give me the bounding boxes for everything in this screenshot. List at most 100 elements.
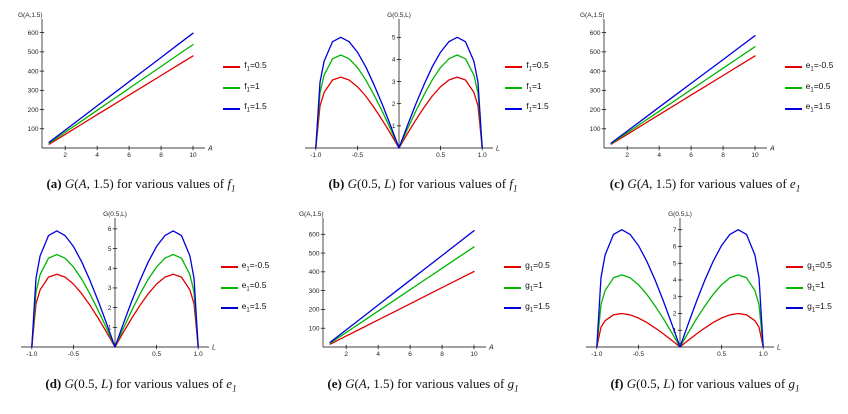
- legend-label: f1=1.5: [244, 101, 267, 114]
- legend-line-swatch: [220, 265, 238, 268]
- x-tick-label: 6: [408, 351, 412, 358]
- caption-segment: 1: [794, 383, 800, 394]
- y-tick-label: 300: [309, 288, 320, 295]
- series-curve: [48, 43, 194, 144]
- y-tick-label: 600: [28, 29, 39, 36]
- caption-segment: G: [345, 375, 355, 391]
- panel-d: -1.0 -0.5 0.5 1.0 1 2 3 4 5 6 G(0.5,L) L e1=-0.5 e1=…: [0, 208, 282, 368]
- caption-e: (e) G(A, 1.5) for various values of g1: [282, 376, 564, 394]
- x-axis-title: L: [212, 345, 216, 352]
- y-tick-label: 2: [108, 305, 112, 312]
- y-axis-title: G(0.5,L): [387, 12, 411, 19]
- legend-line-swatch: [784, 66, 802, 69]
- caption-row-1: (a) G(A, 1.5) for various values of f1 (…: [0, 176, 848, 194]
- legend-item: g1=1.5: [504, 302, 550, 315]
- x-tick-label: 4: [376, 351, 380, 358]
- series-curve: [329, 246, 475, 344]
- legend-item: e1=0.5: [784, 82, 834, 95]
- caption-segment: (: [74, 176, 79, 191]
- panel-e: 2 4 6 8 10 100 200 300 400 500 600 G(A,1.5) A g1=0.5…: [282, 208, 564, 368]
- x-tick-label: 8: [721, 152, 725, 159]
- legend-label: e1=1.5: [241, 300, 267, 314]
- caption-segment: G: [64, 176, 75, 191]
- legend-label: f1=1.5: [526, 101, 549, 114]
- legend-item: g1=1.5: [786, 302, 832, 315]
- y-tick-label: 500: [589, 49, 600, 56]
- legend-item: g1=1: [504, 281, 550, 294]
- y-tick-label: 6: [108, 226, 112, 233]
- caption-segment: f: [509, 176, 513, 191]
- caption-segment: (0.5,: [636, 375, 664, 391]
- legend-item: e1=1.5: [220, 300, 270, 315]
- legend-item: f1=0.5: [505, 60, 549, 74]
- x-tick-label: 2: [625, 152, 629, 159]
- caption-d: (d) G(0.5, L) for various values of e1: [0, 376, 282, 394]
- x-tick-label: -0.5: [633, 351, 645, 358]
- caption-segment: (d): [45, 375, 65, 391]
- series-curve: [315, 36, 484, 149]
- y-tick-label: 4: [392, 56, 396, 63]
- y-tick-label: 5: [673, 261, 677, 268]
- legend-label: g1=0.5: [807, 259, 832, 273]
- caption-segment: 1: [231, 183, 236, 194]
- legend-line-swatch: [505, 107, 523, 110]
- y-tick-label: 500: [309, 250, 320, 257]
- caption-segment: (c): [609, 176, 628, 191]
- legend-line-swatch: [220, 307, 238, 310]
- legend-item: e1=1.5: [784, 102, 834, 115]
- y-tick-label: 7: [673, 227, 677, 234]
- x-tick-label: 0.5: [152, 351, 161, 358]
- x-tick-label: -1.0: [26, 351, 38, 358]
- caption-segment: (a): [46, 176, 65, 191]
- plot-svg-c: 2 4 6 8 10 100 200 300 400 500 600 G(A,1.5) A: [580, 12, 775, 159]
- legend-line-swatch: [504, 307, 522, 310]
- legend-line-swatch: [504, 286, 522, 289]
- x-tick-label: 0.5: [717, 351, 726, 358]
- series-curve: [329, 230, 475, 344]
- x-tick-label: 6: [128, 152, 132, 159]
- legend-f: g1=0.5 g1=1 g1=1.5: [786, 259, 832, 315]
- caption-segment: G: [347, 176, 357, 191]
- y-tick-label: 300: [589, 87, 600, 94]
- caption-segment: (b): [328, 176, 348, 191]
- legend-label: f1=0.5: [526, 60, 549, 73]
- x-tick-label: 1.0: [193, 351, 202, 358]
- legend-item: f1=1.5: [505, 101, 549, 115]
- caption-segment: G: [64, 375, 74, 391]
- y-tick-label: 4: [108, 266, 112, 273]
- caption-segment: g: [507, 375, 515, 391]
- plot-e: 2 4 6 8 10 100 200 300 400 500 600 G(A,1.5) A: [296, 208, 502, 367]
- caption-segment: e: [789, 176, 796, 191]
- caption-segment: A: [358, 375, 367, 391]
- legend-d: e1=-0.5 e1=0.5 e1=1.5: [220, 260, 270, 315]
- x-tick-label: 4: [657, 152, 661, 159]
- y-tick-label: 200: [309, 307, 320, 314]
- y-tick-label: 1: [392, 123, 396, 130]
- legend-label: g1=1: [807, 280, 825, 293]
- legend-item: g1=0.5: [786, 259, 832, 274]
- caption-f: (f) G(0.5, L) for various values of g1: [564, 376, 846, 394]
- x-tick-label: 8: [440, 351, 444, 358]
- legend-label: f1=0.5: [244, 60, 267, 73]
- caption-segment: (0.5,: [356, 176, 385, 191]
- y-axis-title: G(0.5,L): [103, 211, 127, 218]
- legend-item: f1=1.5: [223, 101, 267, 115]
- x-tick-label: 8: [160, 152, 164, 159]
- x-tick-label: 2: [344, 351, 348, 358]
- panel-b: -1.0 -0.5 0.5 1.0 1 2 3 4 5 G(0.5,L) L f1=0.5 f1=1 f…: [282, 8, 564, 168]
- legend-line-swatch: [784, 107, 802, 110]
- legend-line-swatch: [784, 86, 802, 89]
- y-tick-label: 100: [28, 125, 39, 132]
- series-curve: [48, 54, 194, 145]
- y-tick-label: 2: [392, 100, 396, 107]
- caption-segment: ) for various values of: [670, 375, 789, 391]
- y-tick-label: 3: [392, 78, 396, 85]
- legend-line-swatch: [220, 286, 238, 289]
- series-curve: [329, 270, 475, 345]
- legend-label: e1=-0.5: [805, 60, 834, 73]
- series-curve: [610, 54, 756, 145]
- x-tick-label: -0.5: [352, 152, 364, 159]
- caption-segment: L: [663, 375, 671, 391]
